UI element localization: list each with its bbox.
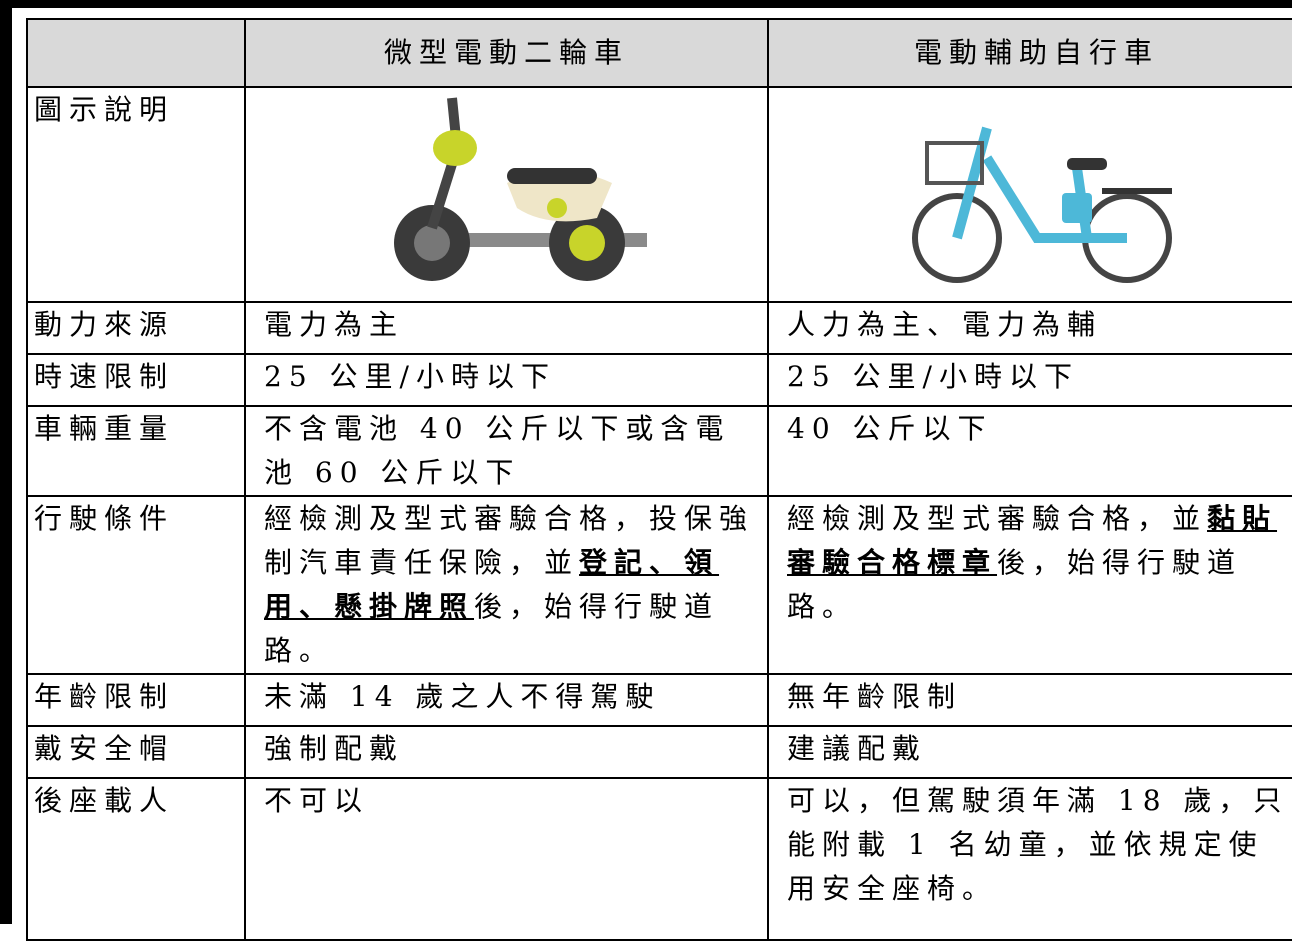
table-row: 動力來源 電力為主 人力為主、電力為輔 <box>26 301 1292 355</box>
image-cell <box>244 86 769 303</box>
table-cell: 25 公里/小時以下 <box>244 353 769 407</box>
row-label: 圖示說明 <box>26 86 246 303</box>
emphasized-text: 黏貼審驗合格標章 <box>787 502 1278 579</box>
table-row: 時速限制 25 公里/小時以下 25 公里/小時以下 <box>26 353 1292 407</box>
table-row: 年齡限制 未滿 14 歲之人不得駕駛 無年齡限制 <box>26 673 1292 727</box>
column-header: 電動輔助自行車 <box>767 18 1292 88</box>
row-label: 戴安全帽 <box>26 725 246 779</box>
table-row: 戴安全帽 強制配戴 建議配戴 <box>26 725 1292 779</box>
row-label: 時速限制 <box>26 353 246 407</box>
table-cell: 強制配戴 <box>244 725 769 779</box>
row-label: 年齡限制 <box>26 673 246 727</box>
table-cell: 未滿 14 歲之人不得駕駛 <box>244 673 769 727</box>
row-label: 動力來源 <box>26 301 246 355</box>
corner-cell <box>26 18 246 88</box>
table-row: 車輛重量 不含電池 40 公斤以下或含電池 60 公斤以下 40 公斤以下 <box>26 405 1292 497</box>
image-row: 圖示說明 <box>26 86 1292 303</box>
table-cell: 可以，但駕駛須年滿 18 歲，只能附載 1 名幼童，並依規定使用安全座椅。 <box>767 777 1292 941</box>
header-row: 微型電動二輪車 電動輔助自行車 <box>26 18 1292 88</box>
table-cell: 電力為主 <box>244 301 769 355</box>
row-label: 車輛重量 <box>26 405 246 497</box>
row-label: 行駛條件 <box>26 495 246 675</box>
table-cell: 不含電池 40 公斤以下或含電池 60 公斤以下 <box>244 405 769 497</box>
row-label: 後座載人 <box>26 777 246 941</box>
cell-text: 後，始得行駛道路。 <box>787 546 1243 623</box>
table-cell: 25 公里/小時以下 <box>767 353 1292 407</box>
table-cell: 無年齡限制 <box>767 673 1292 727</box>
table-cell: 建議配戴 <box>767 725 1292 779</box>
column-header: 微型電動二輪車 <box>244 18 769 88</box>
cell-text: 經檢測及型式審驗合格，投保強制汽車責任保險，並 <box>264 502 755 579</box>
table-row: 後座載人 不可以 可以，但駕駛須年滿 18 歲，只能附載 1 名幼童，並依規定使用安… <box>26 777 1292 941</box>
table-row: 行駛條件 經檢測及型式審驗合格，投保強制汽車責任保險，並登記、領用、懸掛牌照後，始… <box>26 495 1292 675</box>
image-cell <box>767 86 1292 303</box>
table-cell: 經檢測及型式審驗合格，並黏貼審驗合格標章後，始得行駛道路。 <box>767 495 1292 675</box>
comparison-table: 微型電動二輪車 電動輔助自行車 圖示說明 <box>26 18 1292 941</box>
table-cell: 人力為主、電力為輔 <box>767 301 1292 355</box>
bicycle-illustration <box>911 126 1172 283</box>
cell-text: 後，始得行駛道路。 <box>264 590 720 667</box>
scooter-illustration <box>393 97 647 281</box>
cell-text: 經檢測及型式審驗合格，並 <box>787 502 1208 535</box>
emphasized-text: 登記、領用、懸掛牌照 <box>264 546 720 623</box>
table-cell: 40 公斤以下 <box>767 405 1292 497</box>
table-cell: 不可以 <box>244 777 769 941</box>
table-cell: 經檢測及型式審驗合格，投保強制汽車責任保險，並登記、領用、懸掛牌照後，始得行駛道… <box>244 495 769 675</box>
